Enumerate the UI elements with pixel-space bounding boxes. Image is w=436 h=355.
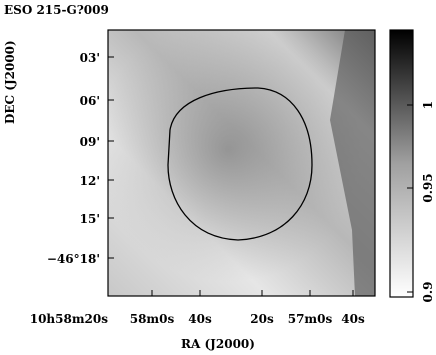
y-tick-label: 12' xyxy=(80,174,100,188)
y-tick-label: 06' xyxy=(80,94,100,108)
x-tick-label: 57m0s xyxy=(288,312,333,326)
x-tick-label: 10h58m20s xyxy=(30,312,109,326)
x-tick-label: 40s xyxy=(341,312,365,326)
colorbar-tick-label: 0.9 xyxy=(421,282,435,303)
x-tick-label: 58m0s xyxy=(130,312,175,326)
image-panel xyxy=(107,29,376,297)
colorbar-tick-label: 0.95 xyxy=(421,173,435,202)
colorbar-tick-label: 1 xyxy=(421,101,435,109)
title: ESO 215-G?009 xyxy=(4,3,109,17)
x-axis-label: RA (J2000) xyxy=(181,337,255,351)
x-tick-label: 40s xyxy=(188,312,212,326)
y-axis-label: DEC (J2000) xyxy=(3,40,17,124)
y-tick-label: 15' xyxy=(80,212,100,226)
y-tick-label: 09' xyxy=(80,135,100,149)
colorbar xyxy=(389,29,414,298)
y-tick-label: 03' xyxy=(80,51,100,65)
y-tick-label: −46°18' xyxy=(47,252,100,266)
x-tick-label: 20s xyxy=(250,312,274,326)
